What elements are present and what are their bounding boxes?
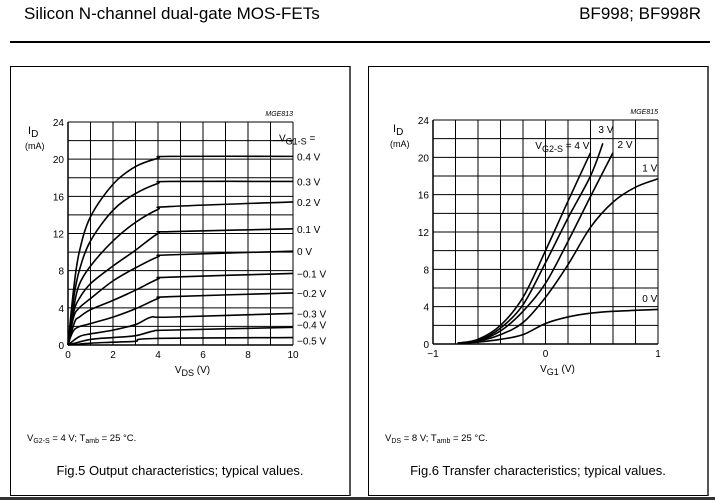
y-tick-label: 8 [423, 265, 429, 276]
y-axis-unit: (mA) [390, 139, 410, 149]
series-label: −0.5 V [297, 336, 327, 347]
y-axis-label: ID [393, 123, 403, 138]
figure-6-caption: Fig.6 Transfer characteristics; typical … [410, 463, 666, 478]
series-line [67, 201, 294, 346]
y-tick-label: 20 [418, 153, 430, 164]
series-label: −0.2 V [297, 289, 327, 300]
series-label: 0 V [297, 247, 312, 258]
document-title: Silicon N-channel dual-gate MOS-FETs [24, 4, 320, 23]
figure-5-caption: Fig.5 Output characteristics; typical va… [56, 463, 304, 478]
page-bottom-edge [0, 497, 715, 500]
series-label: 0 V [642, 294, 657, 305]
x-tick-label: 0 [543, 349, 549, 360]
y-tick-label: 16 [418, 191, 430, 202]
series-label: −0.3 V [297, 309, 327, 320]
figure-5-conditions: VG2-S = 4 V; Tamb = 25 °C. [27, 433, 137, 445]
x-axis-label: VDS (V) [175, 365, 210, 378]
series-label: 3 V [598, 125, 613, 136]
x-tick-label: 6 [200, 350, 206, 361]
y-tick-label: 16 [53, 192, 65, 203]
series-line [67, 292, 294, 346]
y-tick-label: 20 [53, 155, 65, 166]
header-rule [10, 41, 710, 43]
figure-5-panel: 0 4 8 12 16 20 24 0 2 4 6 8 10 ID (mA) VDS (V) MGE813 0.4… [10, 66, 351, 496]
series-label: −0.1 V [297, 269, 327, 280]
y-tick-label: 24 [53, 118, 65, 129]
series-line [457, 308, 659, 345]
x-axis-label: VG1 (V) [540, 364, 575, 377]
figure-code: MGE815 [630, 109, 658, 116]
part-numbers: BF998; BF998R [579, 4, 701, 23]
figure-code: MGE813 [265, 111, 293, 118]
y-tick-label: 8 [58, 267, 64, 278]
series-label: 0.1 V [297, 225, 321, 236]
legend-title: VG1-S = [279, 134, 315, 147]
series-line [67, 326, 294, 346]
x-tick-label: 4 [155, 350, 161, 361]
figure-6-panel: 0 4 8 12 16 20 24 −1 0 1 ID (mA) VG1 (V) MGE815 VG2-S … [368, 66, 709, 496]
legend-title-series-label: VG2-S = 4 V [535, 141, 589, 154]
x-tick-label: −1 [427, 349, 439, 360]
y-tick-label: 0 [58, 341, 64, 352]
x-tick-label: 10 [287, 350, 299, 361]
series-line [457, 152, 614, 344]
y-axis-unit: (mA) [25, 141, 45, 151]
series-label: −0.4 V [297, 321, 327, 332]
y-axis-label: ID [28, 125, 38, 140]
y-tick-label: 12 [418, 228, 430, 239]
x-tick-label: 1 [655, 349, 661, 360]
y-tick-label: 12 [53, 230, 65, 241]
y-tick-label: 4 [58, 304, 64, 315]
series-line [67, 272, 294, 346]
series-label: 0.3 V [297, 177, 321, 188]
series-line [457, 152, 592, 344]
series-line [67, 250, 294, 346]
series-line [67, 336, 294, 346]
series-label: 1 V [642, 163, 657, 174]
y-tick-label: 4 [423, 303, 429, 314]
figure-6-conditions: VDS = 8 V; Tamb = 25 °C. [385, 433, 488, 445]
series-label: 0.2 V [297, 198, 321, 209]
y-tick-label: 0 [423, 340, 429, 351]
series-line [67, 312, 294, 346]
series-line [457, 178, 659, 344]
series-line [67, 180, 294, 346]
x-tick-label: 0 [65, 350, 71, 361]
x-tick-label: 8 [245, 350, 251, 361]
series-label: 0.4 V [297, 152, 321, 163]
series-label: 2 V [618, 140, 633, 151]
series-line [67, 155, 294, 346]
series-line [67, 228, 294, 346]
x-tick-label: 2 [110, 350, 116, 361]
y-tick-label: 24 [418, 116, 430, 127]
